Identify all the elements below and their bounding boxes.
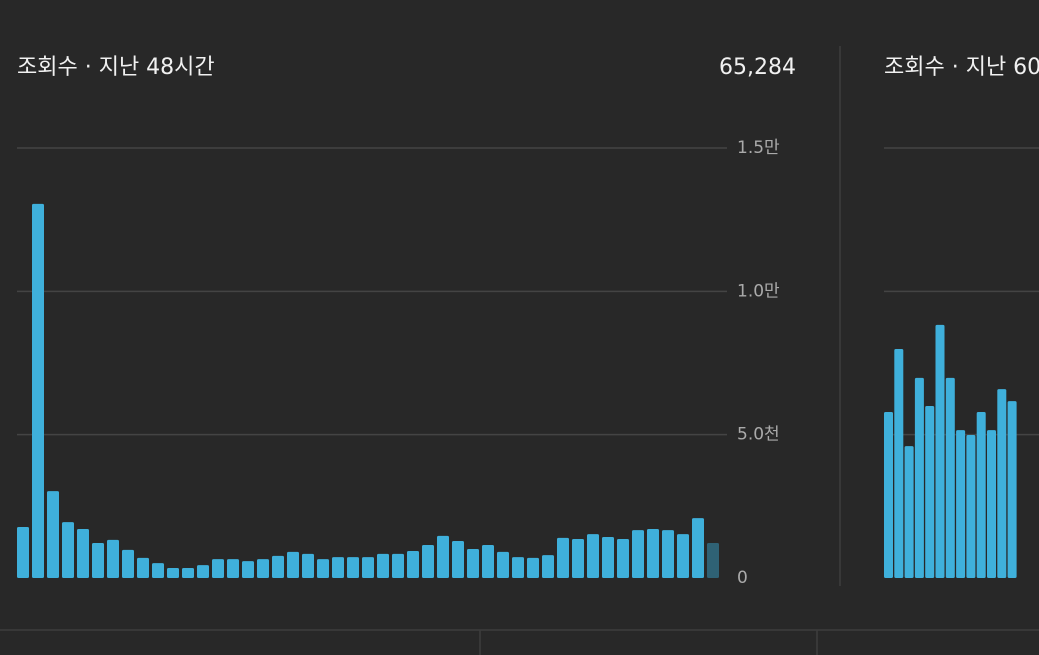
bar: [392, 553, 404, 578]
bar: [707, 543, 719, 578]
bar: [287, 551, 299, 578]
bar: [92, 543, 104, 578]
bar: [167, 567, 179, 578]
bar: [512, 557, 524, 578]
bar: [527, 557, 539, 578]
bar: [47, 491, 59, 578]
total-views: 65,284: [719, 55, 796, 80]
bar: [692, 518, 704, 578]
chart-title: 조회수 · 지난 48시간: [17, 55, 215, 80]
bar: [362, 557, 374, 578]
bar: [557, 537, 569, 578]
bar: [935, 324, 945, 578]
y-tick-label: 1.5만: [737, 138, 780, 158]
bar: [452, 541, 464, 578]
bar: [945, 377, 955, 578]
bar: [242, 561, 254, 578]
bar: [152, 563, 164, 578]
bar: [422, 545, 434, 578]
bar: [602, 537, 614, 578]
bar: [467, 549, 479, 578]
bar: [914, 377, 924, 578]
bar: [347, 557, 359, 578]
bar: [482, 545, 494, 578]
bar: [497, 551, 509, 578]
bar: [904, 446, 914, 578]
bar: [437, 535, 449, 578]
bar: [302, 553, 314, 578]
bar: [997, 389, 1007, 578]
bar: [227, 559, 239, 578]
bar: [122, 549, 134, 578]
y-tick-label: 1.0만: [737, 281, 780, 301]
bar: [966, 434, 976, 578]
bar: [976, 412, 986, 578]
bar: [925, 406, 935, 578]
bar: [542, 555, 554, 578]
bar: [617, 539, 629, 578]
bar: [956, 430, 966, 578]
bar: [377, 553, 389, 578]
bar: [407, 551, 419, 578]
bar: [17, 526, 29, 578]
bar: [647, 528, 659, 578]
bar: [272, 555, 284, 578]
y-tick-label: 0: [737, 568, 748, 588]
bar: [332, 557, 344, 578]
bar: [317, 559, 329, 578]
bar: [677, 534, 689, 578]
bar: [632, 530, 644, 578]
bar: [587, 534, 599, 578]
bar: [77, 528, 89, 578]
bar: [107, 539, 119, 578]
bar: [212, 559, 224, 578]
bar: [257, 559, 269, 578]
y-tick-label: 5.0천: [737, 425, 780, 445]
bar: [894, 348, 904, 578]
bar: [987, 430, 996, 578]
bar: [62, 522, 74, 578]
bar: [137, 557, 149, 578]
bar: [884, 412, 893, 578]
bar: [1007, 401, 1017, 578]
bar: [662, 530, 674, 578]
chart-title: 조회수 · 지난 60분: [884, 55, 1039, 80]
bar: [197, 565, 209, 578]
bar: [182, 567, 194, 578]
bar: [572, 539, 584, 578]
bar: [32, 203, 44, 578]
